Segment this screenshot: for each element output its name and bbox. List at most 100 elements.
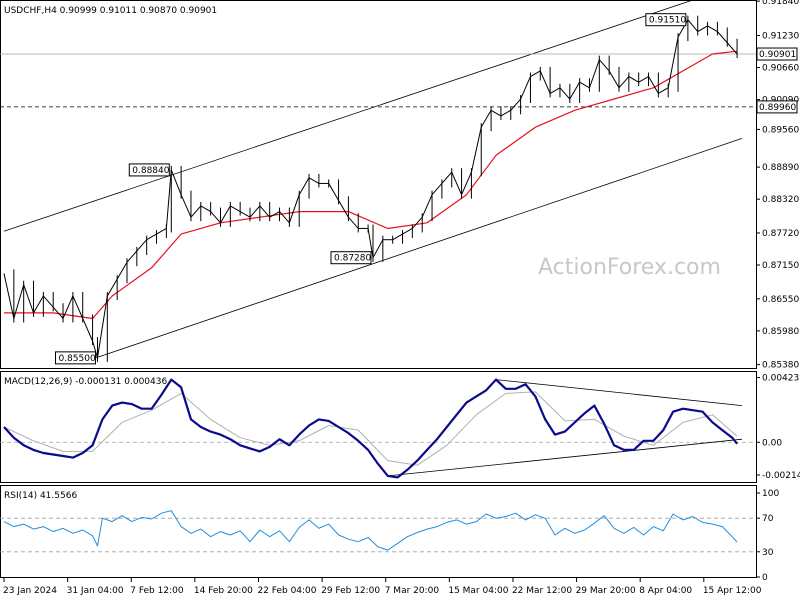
main-price-layer: 0.85500 0.88840 0.87280 0.91510 xyxy=(0,0,756,365)
price-segment xyxy=(461,171,472,195)
annotation-box xyxy=(128,163,170,177)
price-segment xyxy=(480,110,492,128)
price-segment xyxy=(431,183,443,196)
ema-line xyxy=(4,50,738,320)
rsi-header: RSI(14) 41.5566 xyxy=(4,491,77,501)
axis-price-tag-label: 0.89960 xyxy=(759,103,796,113)
rsi-y-tick-label: 70 xyxy=(762,514,774,524)
annotation-box xyxy=(645,13,687,27)
price-segment xyxy=(530,70,541,77)
price-segment xyxy=(402,228,413,235)
y-tick-label: 0.90660 xyxy=(762,64,799,74)
y-tick-label: 0.91230 xyxy=(762,31,799,41)
price-segment xyxy=(298,177,310,195)
price-segment xyxy=(230,205,241,213)
watermark: ActionForex.com xyxy=(538,255,721,280)
price-segment xyxy=(687,19,699,32)
price-segment xyxy=(569,81,581,100)
macd-y-tick-label: 0.004237 xyxy=(762,374,800,384)
annotation-label: 0.91510 xyxy=(649,16,686,26)
rsi-y-tick-label: 100 xyxy=(762,489,779,499)
price-segment xyxy=(239,211,251,218)
price-segment xyxy=(62,295,74,319)
annotation-label: 0.87280 xyxy=(334,254,371,264)
price-segment xyxy=(372,239,384,258)
price-segment xyxy=(648,76,659,94)
annotation-box xyxy=(330,251,372,265)
price-segment xyxy=(96,295,108,358)
x-tick-label: 29 Mar 20:00 xyxy=(576,586,636,596)
x-tick-label: 15 Apr 12:00 xyxy=(703,586,762,596)
price-segment xyxy=(146,233,157,241)
x-tick-label: 15 Mar 04:00 xyxy=(448,586,508,596)
x-tick-label: 7 Mar 20:00 xyxy=(385,586,440,596)
y-tick-label: 0.85980 xyxy=(762,327,799,337)
price-segment xyxy=(42,295,54,308)
y-tick-label: 0.91840 xyxy=(762,0,799,7)
price-segment xyxy=(559,87,571,100)
price-segment xyxy=(165,169,172,229)
price-segment xyxy=(308,177,320,184)
price-segment xyxy=(441,171,453,184)
price-segment xyxy=(210,211,221,224)
rsi-y-tick-label: 0 xyxy=(762,573,768,583)
price-segment xyxy=(116,261,128,280)
price-segment xyxy=(579,81,590,89)
x-tick-label: 7 Feb 12:00 xyxy=(130,586,184,596)
price-segment xyxy=(200,205,211,213)
y-tick-label: 0.88320 xyxy=(762,195,799,205)
price-segment xyxy=(106,278,118,297)
price-segment xyxy=(328,183,339,201)
price-segment xyxy=(72,295,84,319)
x-tick-label: 8 Apr 04:00 xyxy=(639,586,692,596)
price-segment xyxy=(392,233,403,241)
annotation-label: 0.85500 xyxy=(58,354,95,364)
x-tick-label: 14 Feb 20:00 xyxy=(194,586,253,596)
axis-price-tag-label: 0.90901 xyxy=(759,50,796,60)
price-segment xyxy=(598,59,610,72)
price-segment xyxy=(451,171,463,195)
price-segment xyxy=(170,169,182,195)
macd-y-tick-label: 0.00 xyxy=(762,438,782,448)
price-segment xyxy=(520,76,531,100)
rsi-panel-frame xyxy=(0,485,757,578)
price-segment xyxy=(269,211,280,218)
rsi-y-tick-label: 30 xyxy=(762,548,774,558)
price-segment xyxy=(3,273,15,319)
y-tick-label: 0.85380 xyxy=(762,361,799,371)
price-segment xyxy=(190,205,202,218)
price-segment xyxy=(82,318,94,342)
channel-lower-line xyxy=(92,138,743,360)
price-segment xyxy=(638,76,649,83)
macd-layer xyxy=(0,378,756,479)
price-segment xyxy=(411,216,423,229)
y-tick-label: 0.87720 xyxy=(762,229,799,239)
main-panel-frame xyxy=(0,0,757,369)
price-segment xyxy=(92,340,98,359)
price-segment xyxy=(180,194,192,218)
x-tick-label: 23 Jan 2024 xyxy=(3,586,57,596)
price-segment xyxy=(23,284,34,314)
price-segment xyxy=(628,76,639,83)
price-segment xyxy=(490,109,502,117)
x-tick-label: 29 Feb 12:00 xyxy=(321,586,380,596)
price-segment xyxy=(338,200,349,218)
price-segment xyxy=(618,76,630,89)
price-segment xyxy=(717,31,728,44)
price-segment xyxy=(279,211,290,224)
price-segment xyxy=(288,194,300,223)
axis-price-tag xyxy=(756,100,798,114)
macd-header: MACD(12,26,9) -0.000131 0.000436 xyxy=(4,377,167,387)
axis-layer: 0.918400.912300.906600.900900.895600.888… xyxy=(3,0,800,596)
price-segment xyxy=(589,59,600,88)
price-segment xyxy=(421,194,433,218)
price-segment xyxy=(510,98,521,111)
price-segment xyxy=(726,42,738,55)
price-segment xyxy=(608,70,620,89)
y-tick-label: 0.89560 xyxy=(762,125,799,135)
price-segment xyxy=(136,239,148,252)
price-segment xyxy=(367,228,374,258)
price-segment xyxy=(697,25,708,32)
y-tick-label: 0.86550 xyxy=(762,295,799,305)
price-segment xyxy=(549,87,561,94)
